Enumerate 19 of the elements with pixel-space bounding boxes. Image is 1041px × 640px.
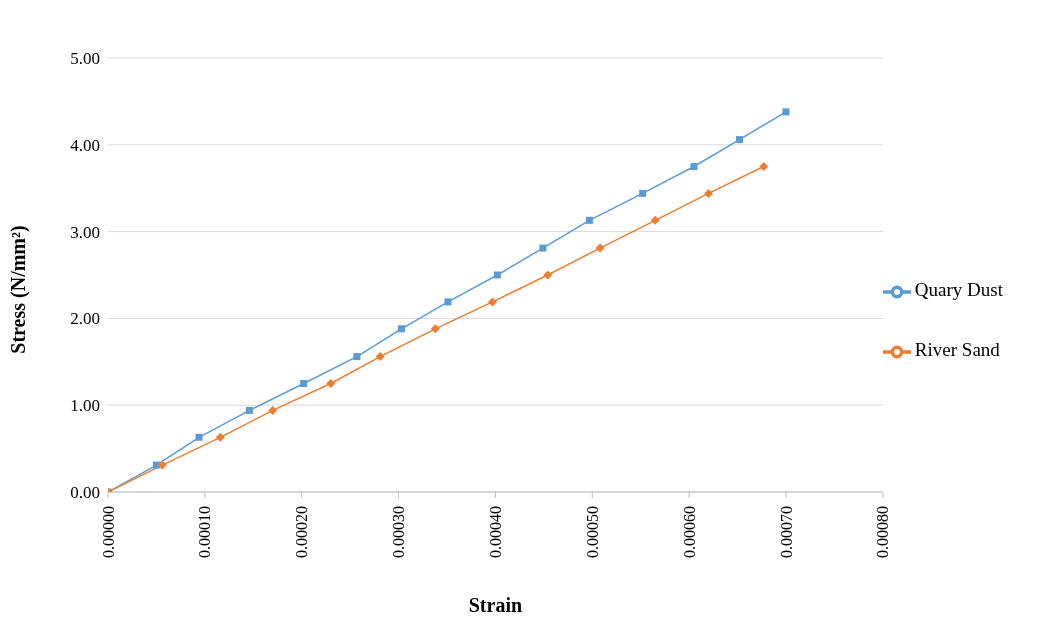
y-tick-label: 0.00 [70,483,100,503]
y-axis-title: Stress (N/mm²) [6,225,30,354]
y-tick-label: 5.00 [70,49,100,69]
y-tick-label: 2.00 [70,309,100,329]
x-tick-label: 0.00050 [583,506,601,558]
legend-label: River Sand [914,339,1000,360]
x-tick-label: 0.00070 [777,506,795,558]
y-tick-label: 1.00 [70,396,100,416]
x-tick-label: 0.00060 [680,506,698,558]
x-tick-label: 0.00040 [486,506,504,558]
y-tick-label: 3.00 [70,222,100,242]
y-tick-label: 4.00 [70,135,100,155]
x-tick-label: 0.00030 [390,506,408,558]
x-tick-label: 0.00020 [293,506,311,558]
x-tick-label: 0.00010 [196,506,214,558]
x-tick-label: 0.00080 [874,506,892,558]
x-tick-label: 0.00000 [99,506,117,558]
legend-label: Quary Dust [914,279,1003,300]
x-axis-title: Strain [468,594,523,616]
